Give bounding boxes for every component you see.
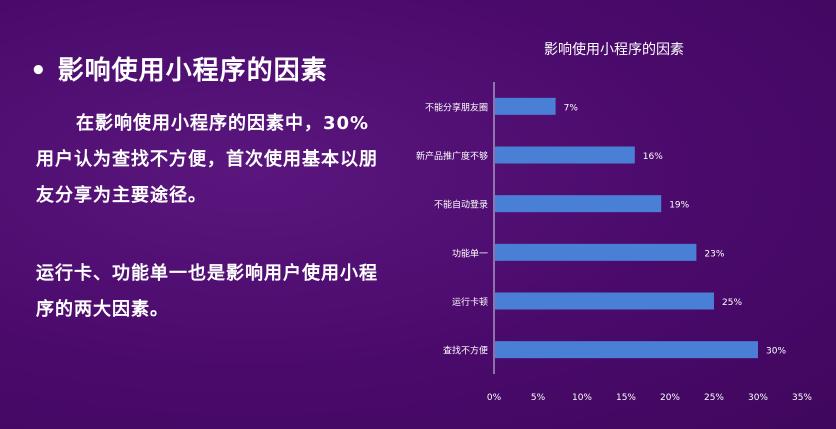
- x-tick-label: 0%: [487, 393, 502, 403]
- bar-chart: 影响使用小程序的因素 不能分享朋友圈 7% 新产品推广度不够 16% 不能自动登录 19%…: [400, 0, 836, 429]
- bar: [495, 146, 635, 164]
- x-tick-label: 5%: [531, 393, 546, 403]
- bar: [495, 341, 758, 359]
- x-tick-label: 25%: [704, 393, 724, 403]
- data-label: 25%: [722, 298, 742, 308]
- bar: [495, 195, 662, 213]
- bar: [495, 97, 556, 115]
- chart-svg: 影响使用小程序的因素 不能分享朋友圈 7% 新产品推广度不够 16% 不能自动登录 19%…: [416, 41, 812, 403]
- category-label: 新产品推广度不够: [416, 150, 488, 162]
- category-label: 不能自动登录: [434, 199, 488, 211]
- bar: [495, 243, 697, 261]
- x-tick-label: 30%: [748, 393, 768, 403]
- slide-heading: • 影响使用小程序的因素: [30, 56, 328, 86]
- category-label: 运行卡顿: [452, 296, 488, 308]
- data-label: 23%: [704, 249, 724, 259]
- x-tick-label: 10%: [572, 393, 592, 403]
- category-label: 查找不方便: [443, 345, 488, 357]
- x-tick-label: 20%: [660, 393, 680, 403]
- category-label: 不能分享朋友圈: [425, 101, 488, 113]
- x-tick-label: 15%: [616, 393, 636, 403]
- chart-title: 影响使用小程序的因素: [544, 41, 684, 58]
- data-label: 16%: [643, 152, 663, 162]
- x-tick-label: 35%: [792, 393, 812, 403]
- paragraph-1: 在影响使用小程序的因素中，30%用户认为查找不方便，首次使用基本以朋友分享为主要…: [36, 113, 378, 206]
- bar: [495, 292, 714, 310]
- data-label: 30%: [766, 347, 786, 357]
- data-label: 7%: [564, 103, 579, 113]
- category-label: 功能单一: [452, 247, 488, 259]
- data-label: 19%: [669, 201, 689, 211]
- paragraph-2: 运行卡、功能单一也是影响用户使用小程序的两大因素。: [36, 263, 378, 320]
